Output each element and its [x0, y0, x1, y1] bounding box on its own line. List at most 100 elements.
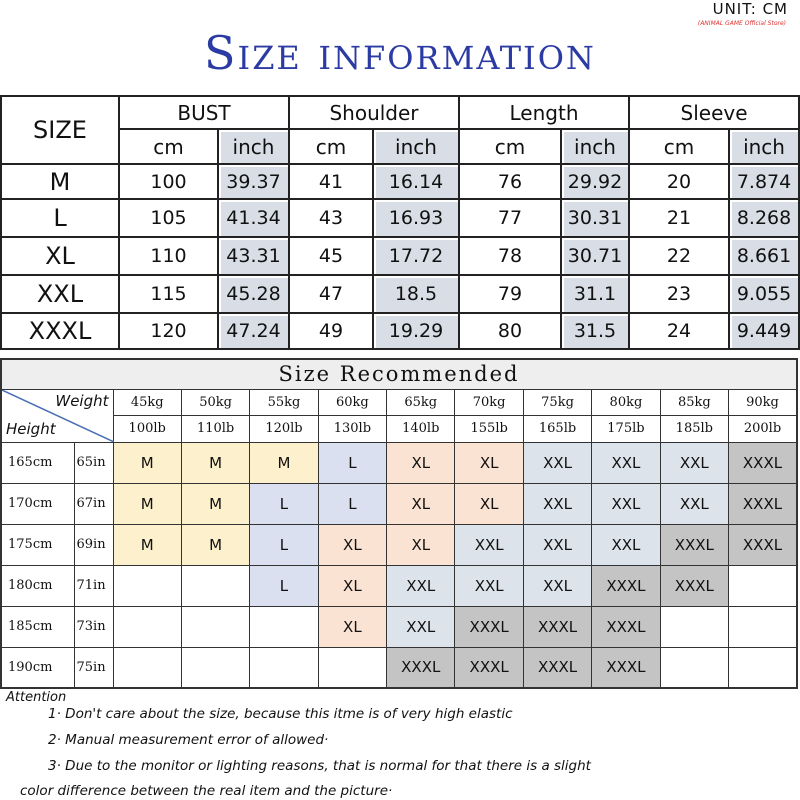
weight-kg-header: 75kg	[522, 388, 593, 416]
recommended-size-cell: L	[249, 482, 319, 525]
measure-cell: 16.14	[372, 163, 460, 200]
measure-cell: 39.37	[217, 163, 290, 200]
recommended-size-cell: L	[249, 523, 319, 566]
recommend-title: Size Recommended	[0, 358, 798, 390]
measure-cell: 77	[458, 198, 562, 238]
recommended-size-cell: XXL	[386, 564, 456, 607]
size-row: L 105 41.34 43 16.93 77 30.31 21 8.268	[0, 198, 800, 238]
recommended-size-cell: XXL	[522, 564, 593, 607]
unit-header-row: cm inch cm inch cm inch cm inch	[1, 128, 800, 165]
measure-cell: 17.72	[372, 236, 460, 276]
recommended-size-cell: XXL	[591, 441, 661, 484]
recommended-size-cell: XXXL	[728, 523, 798, 566]
unit-label: UNIT: CM	[712, 0, 788, 18]
recommended-size-cell	[112, 605, 182, 648]
recommended-size-cell	[180, 646, 251, 689]
recommended-size-cell: XXL	[591, 523, 661, 566]
recommended-size-cell	[728, 646, 798, 689]
recommended-size-cell: XXL	[522, 482, 593, 525]
weight-lb-header: 100lb	[112, 415, 182, 443]
recommended-size-cell	[659, 646, 730, 689]
measure-cell: 79	[458, 274, 562, 314]
recommended-size-cell: XXL	[659, 482, 730, 525]
recommended-size-cell: XXXL	[659, 564, 730, 607]
measure-cell: 22	[628, 236, 731, 276]
weight-lb-header: 140lb	[386, 415, 456, 443]
height-in-cell: 73in	[73, 605, 114, 648]
weight-lb-header: 130lb	[317, 415, 388, 443]
recommended-size-cell: XXXL	[659, 523, 730, 566]
weight-kg-header: 50kg	[180, 388, 251, 416]
recommended-size-cell: XXL	[454, 564, 524, 607]
recommended-size-cell: XL	[386, 482, 456, 525]
measure-cell: 24	[628, 312, 731, 350]
measure-cell: 23	[628, 274, 731, 314]
weight-kg-header: 70kg	[454, 388, 524, 416]
weight-kg-header: 80kg	[591, 388, 661, 416]
recommended-size-cell: M	[112, 441, 182, 484]
recommended-size-cell: M	[180, 523, 251, 566]
recommended-size-cell: XXXL	[728, 482, 798, 525]
recommended-size-cell: XXXL	[591, 564, 661, 607]
size-cell: XXXL	[0, 312, 120, 350]
recommended-size-cell: L	[317, 482, 388, 525]
measure-cell: 100	[118, 163, 219, 200]
weight-kg-header: 45kg	[112, 388, 182, 416]
measure-cell: 7.874	[728, 163, 800, 200]
recommended-size-cell: XL	[454, 482, 524, 525]
height-row: 180cm 71in L XL XXL XXL XXL XXXL XXXL	[0, 564, 798, 607]
measure-cell: 47.24	[217, 312, 290, 350]
recommended-size-cell: XL	[454, 441, 524, 484]
recommended-size-cell: M	[112, 523, 182, 566]
measure-cell: 31.5	[559, 312, 631, 350]
size-header: SIZE	[0, 95, 120, 165]
height-label: Height	[6, 419, 56, 438]
recommended-size-cell: M	[180, 482, 251, 525]
recommended-size-cell: XXL	[454, 523, 524, 566]
measure-cell: 110	[118, 236, 219, 276]
weight-height-header: Weight Height	[0, 388, 114, 443]
height-row: 170cm 67in M M L L XL XL XXL XXL XXL XXXL	[0, 482, 798, 525]
height-in-cell: 67in	[73, 482, 114, 525]
unit-cm-header: cm	[288, 128, 374, 165]
recommended-size-cell	[112, 564, 182, 607]
weight-lb-header: 200lb	[728, 415, 798, 443]
recommended-size-cell	[180, 605, 251, 648]
measure-cell: 30.71	[559, 236, 631, 276]
weight-lb-header: 110lb	[180, 415, 251, 443]
weight-lb-header: 165lb	[522, 415, 593, 443]
recommended-size-cell: XL	[317, 564, 388, 607]
measure-cell: 31.1	[559, 274, 631, 314]
recommended-size-cell: XXXL	[591, 605, 661, 648]
size-table: SIZE BUST Shoulder Length Sleeve cm inch cm inch…	[0, 95, 800, 350]
height-cm-cell: 185cm	[0, 605, 75, 648]
recommended-size-cell	[112, 646, 182, 689]
weight-lb-header: 155lb	[454, 415, 524, 443]
measure-cell: 76	[458, 163, 562, 200]
measure-cell: 21	[628, 198, 731, 238]
recommended-size-cell: L	[249, 564, 319, 607]
height-cm-cell: 190cm	[0, 646, 75, 689]
measure-cell: 30.31	[559, 198, 631, 238]
recommended-size-cell	[180, 564, 251, 607]
height-cm-cell: 180cm	[0, 564, 75, 607]
attention-note-3-cont: color difference between the real item a…	[20, 783, 393, 799]
weight-lb-header: 185lb	[659, 415, 730, 443]
recommended-size-cell: XXL	[522, 441, 593, 484]
size-cell: L	[0, 198, 120, 238]
recommended-size-cell	[728, 564, 798, 607]
recommended-size-cell: M	[112, 482, 182, 525]
measure-cell: 20	[628, 163, 731, 200]
recommended-size-cell	[728, 605, 798, 648]
attention-label: Attention	[6, 690, 67, 705]
height-in-cell: 65in	[73, 441, 114, 484]
measure-cell: 43.31	[217, 236, 290, 276]
unit-inch-header: inch	[728, 128, 800, 165]
unit-cm-header: cm	[118, 128, 219, 165]
measure-cell: 9.449	[728, 312, 800, 350]
size-row: XL 110 43.31 45 17.72 78 30.71 22 8.661	[0, 236, 800, 276]
unit-cm-header: cm	[458, 128, 562, 165]
size-row: M 100 39.37 41 16.14 76 29.92 20 7.874	[0, 163, 800, 200]
recommended-size-cell	[317, 646, 388, 689]
recommended-size-cell: XXL	[522, 523, 593, 566]
